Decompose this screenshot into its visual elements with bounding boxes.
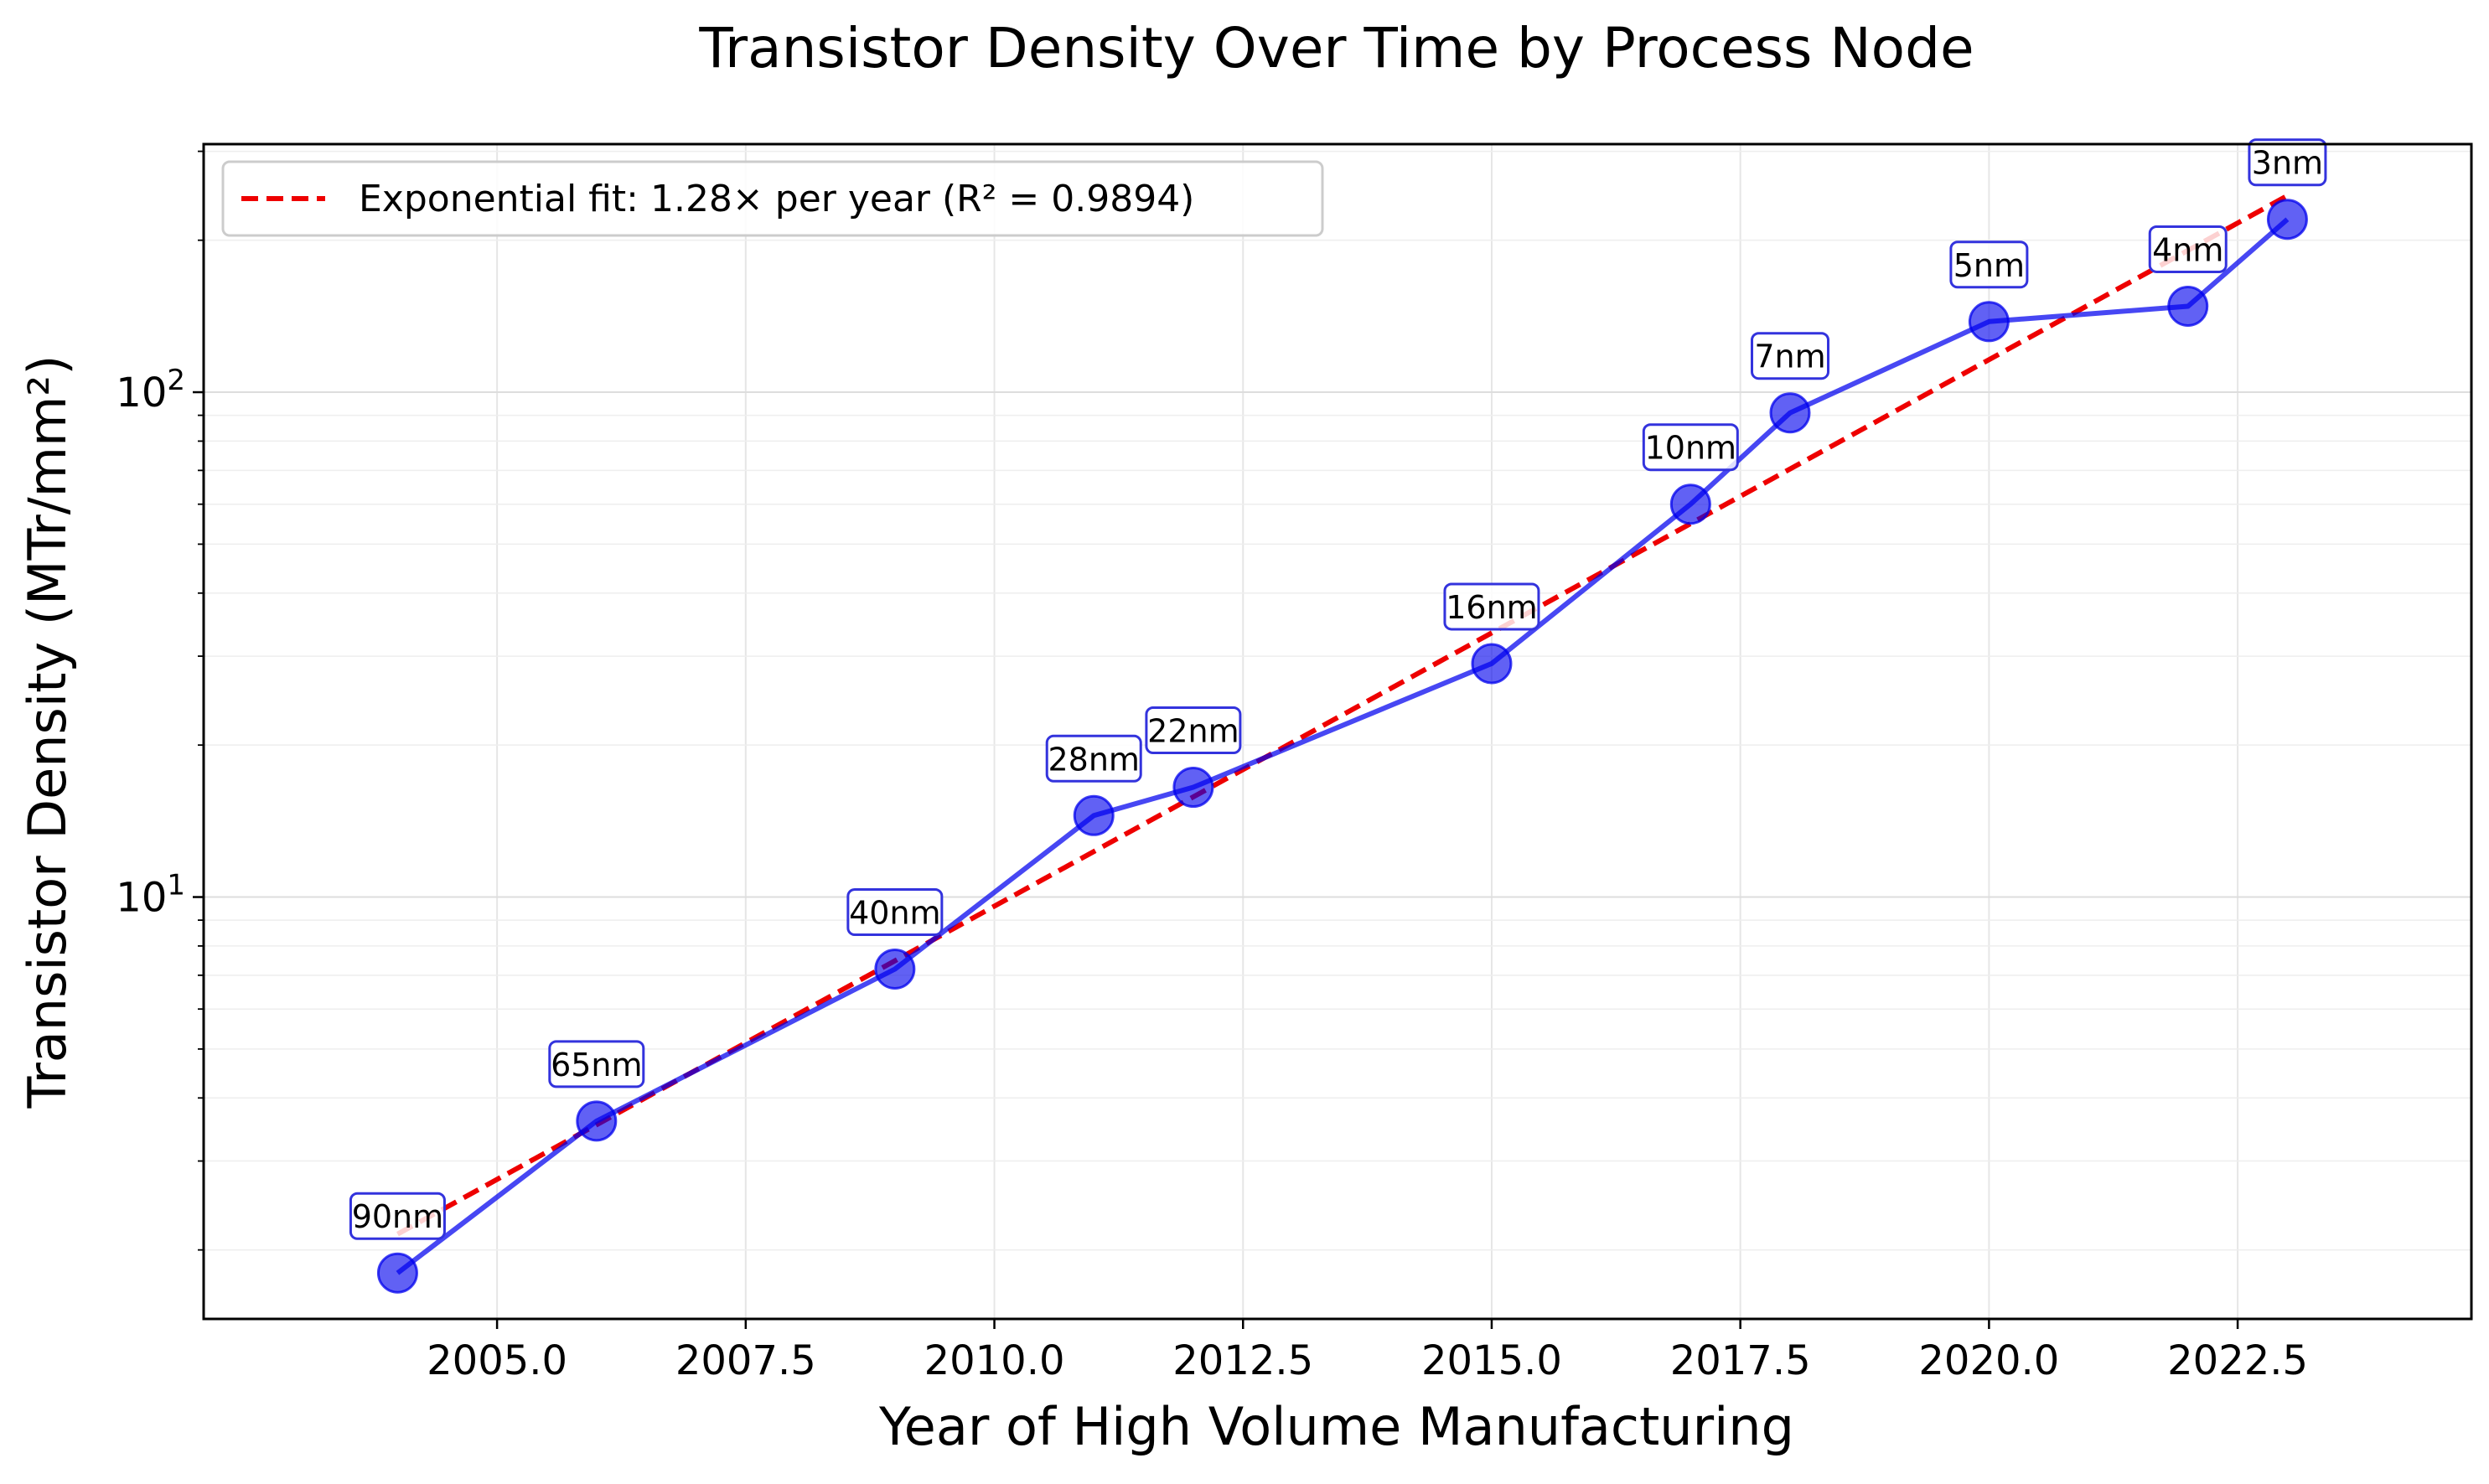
data-point xyxy=(376,1252,418,1294)
node-label-text: 10nm xyxy=(1645,430,1736,467)
y-tick-label-base: 10 xyxy=(116,370,167,416)
node-label-text: 4nm xyxy=(2152,231,2223,268)
x-axis: 2005.0 2007.5 2010.0 2012.5 2015.0 2017.5 2020… xyxy=(427,1319,2308,1384)
node-label-box xyxy=(548,1040,645,1088)
legend-fit-label: Exponential fit: 1.28× per year (R² = 0.… xyxy=(359,178,1194,220)
node-label-text: 3nm xyxy=(2252,145,2323,182)
data-point xyxy=(2167,285,2209,327)
data-point xyxy=(1471,643,1513,685)
node-label: 10nm xyxy=(1642,423,1739,472)
x-axis-label: Year of High Volume Manufacturing xyxy=(878,1396,1794,1457)
x-tick-label: 2005.0 xyxy=(427,1337,567,1384)
data-point xyxy=(1769,392,1811,434)
node-label-text: 28nm xyxy=(1048,741,1139,778)
node-label: 7nm xyxy=(1751,332,1830,380)
node-label-box xyxy=(1045,734,1142,783)
x-tick-label: 2020.0 xyxy=(1918,1337,2059,1384)
node-label: 90nm xyxy=(349,1192,446,1240)
node-label-text: 5nm xyxy=(1953,247,2025,284)
node-label-box xyxy=(2148,225,2228,273)
data-point xyxy=(1669,483,1711,525)
y-tick-label-exponent: 1 xyxy=(167,869,185,902)
x-tick-label: 2007.5 xyxy=(675,1337,816,1384)
node-label: 4nm xyxy=(2148,225,2228,273)
node-label: 3nm xyxy=(2248,138,2327,187)
x-tick-label: 2015.0 xyxy=(1421,1337,1562,1384)
y-tick-label-base: 10 xyxy=(116,875,167,922)
node-label-box xyxy=(1949,240,2029,289)
chart-title: Transistor Density Over Time by Process … xyxy=(698,16,1974,80)
node-label-box xyxy=(349,1192,446,1240)
node-label: 22nm xyxy=(1145,706,1242,754)
plot-area-frame xyxy=(202,142,2473,1321)
legend-box xyxy=(221,160,1324,237)
node-label-text: 7nm xyxy=(1754,339,1825,375)
x-tick-label: 2022.5 xyxy=(2167,1337,2308,1384)
node-label-box xyxy=(1642,423,1739,472)
series-layer xyxy=(376,199,2308,1294)
node-label-text: 22nm xyxy=(1147,712,1239,749)
data-point xyxy=(1073,794,1115,836)
node-label-box xyxy=(846,887,944,936)
node-label: 16nm xyxy=(1443,582,1540,631)
data-point xyxy=(1968,301,2010,343)
y-tick-label-exponent: 2 xyxy=(167,364,185,397)
legend: Exponential fit: 1.28× per year (R² = 0.… xyxy=(221,160,1324,237)
node-label-box xyxy=(1145,706,1242,754)
node-label: 5nm xyxy=(1949,240,2029,289)
data-point xyxy=(874,948,916,990)
node-label-text: 16nm xyxy=(1446,589,1537,626)
node-label-text: 65nm xyxy=(551,1047,642,1083)
x-tick-label: 2017.5 xyxy=(1670,1337,1811,1384)
y-axis-label: Transistor Density (MTr/mm²) xyxy=(17,355,78,1109)
node-label-box xyxy=(1751,332,1830,380)
x-tick-label: 2010.0 xyxy=(924,1337,1065,1384)
y-tick-label: 102 xyxy=(116,364,185,416)
series-line xyxy=(396,217,2290,1275)
data-point xyxy=(2266,199,2308,240)
node-label-box xyxy=(2248,138,2327,187)
data-point xyxy=(576,1100,618,1142)
node-label: 28nm xyxy=(1045,734,1142,783)
node-label: 40nm xyxy=(846,887,944,936)
node-label-text: 90nm xyxy=(352,1198,443,1235)
x-tick-label: 2012.5 xyxy=(1172,1337,1313,1384)
node-label-text: 40nm xyxy=(849,894,940,931)
y-tick-label: 101 xyxy=(116,869,185,922)
grid xyxy=(204,144,2471,1319)
data-point xyxy=(1172,766,1214,808)
node-label: 65nm xyxy=(548,1040,645,1088)
node-label-box xyxy=(1443,582,1540,631)
